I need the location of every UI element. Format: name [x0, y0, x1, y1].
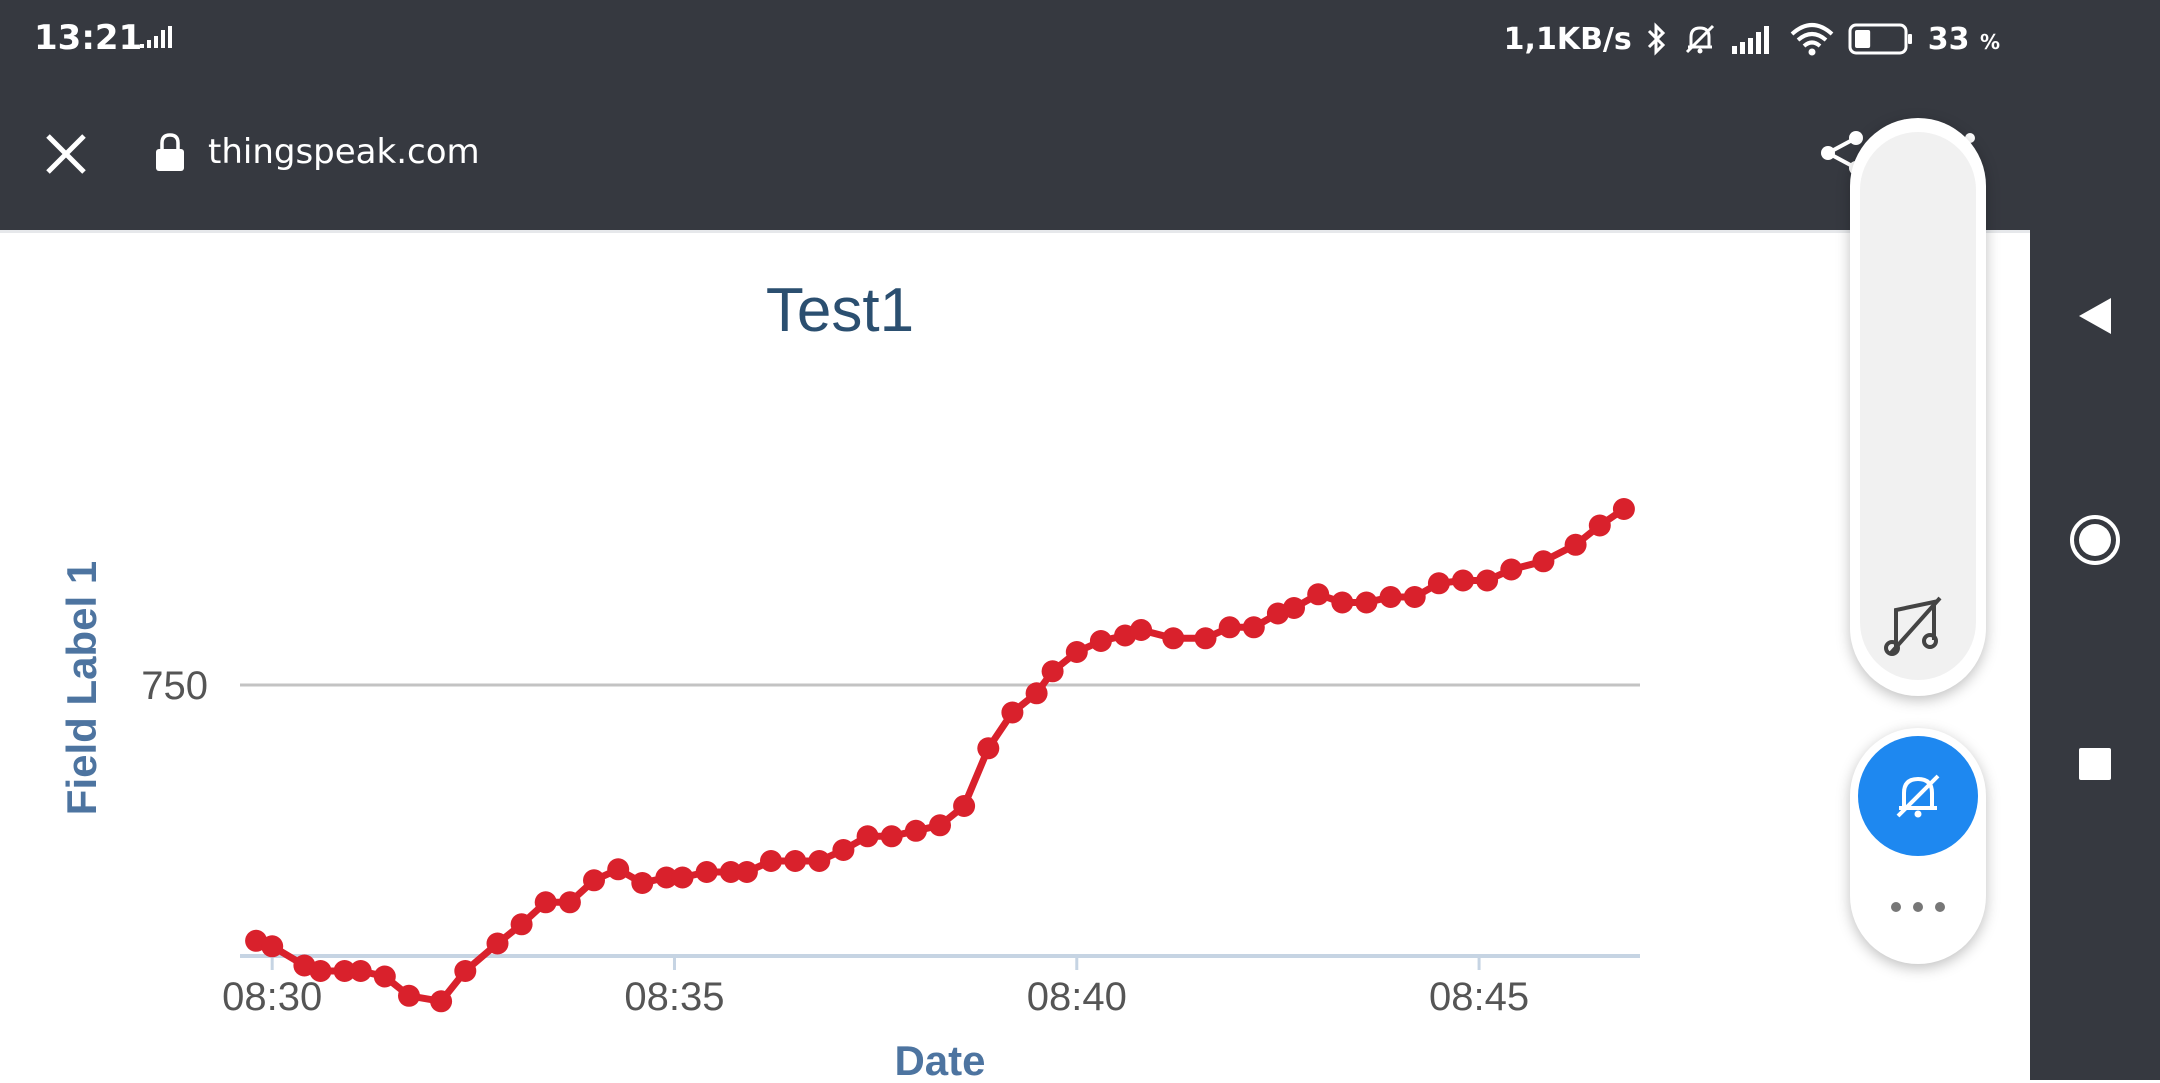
y-tick-label: 750	[141, 664, 208, 708]
data-point[interactable]	[261, 935, 284, 958]
more-horiz-icon[interactable]	[1884, 892, 1952, 922]
data-point[interactable]	[695, 861, 718, 883]
data-point[interactable]	[1194, 627, 1217, 650]
y-axis-label: Field Label 1	[58, 561, 105, 815]
data-point[interactable]	[398, 984, 420, 1007]
status-bar: 13:21 1,1KB/s	[0, 0, 2030, 80]
floating-panel	[1850, 118, 1986, 696]
data-point[interactable]	[1089, 630, 1112, 652]
data-point[interactable]	[607, 858, 630, 881]
data-point[interactable]	[1564, 533, 1587, 556]
data-point[interactable]	[953, 795, 976, 817]
data-point[interactable]	[309, 960, 332, 982]
back-triangle-icon	[2079, 298, 2111, 334]
battery-icon	[1848, 23, 1912, 55]
data-point[interactable]	[1162, 627, 1185, 650]
line-chart: Test1 Field Label 1 Date 750 08:30 08:35 0…	[58, 276, 1640, 1083]
x-tick-label: 08:40	[1027, 975, 1127, 1019]
data-point[interactable]	[631, 872, 654, 894]
data-point[interactable]	[486, 932, 509, 955]
music-off-icon[interactable]	[1878, 588, 1958, 668]
wifi-icon	[1790, 23, 1834, 56]
bell-off-icon	[1896, 774, 1940, 818]
data-point[interactable]	[977, 737, 1000, 760]
data-point[interactable]	[784, 850, 807, 872]
data-point[interactable]	[1476, 569, 1499, 592]
data-point[interactable]	[1532, 550, 1555, 573]
recents-square-icon	[2079, 748, 2111, 780]
close-button[interactable]	[38, 126, 94, 182]
url-text[interactable]: thingspeak.com	[208, 132, 480, 172]
status-time: 13:21	[34, 18, 143, 58]
data-point[interactable]	[880, 825, 903, 848]
data-point[interactable]	[1403, 586, 1426, 608]
data-point[interactable]	[1242, 616, 1265, 639]
close-icon	[46, 134, 86, 174]
data-point[interactable]	[1379, 586, 1402, 608]
data-point[interactable]	[929, 814, 951, 837]
x-tick-label: 08:45	[1429, 975, 1529, 1019]
network-speed: 1,1KB/s	[1503, 21, 1632, 57]
floating-panel-track	[1860, 132, 1976, 680]
data-point[interactable]	[558, 891, 581, 914]
data-point[interactable]	[1355, 591, 1378, 614]
data-point[interactable]	[1065, 641, 1088, 663]
data-point[interactable]	[333, 960, 356, 982]
series-line	[254, 506, 1626, 1005]
cellular-signal-icon	[1731, 26, 1769, 54]
data-point[interactable]	[1025, 682, 1048, 705]
data-point[interactable]	[832, 839, 855, 861]
bluetooth-icon	[1647, 22, 1665, 56]
data-point[interactable]	[1218, 616, 1241, 639]
notifications-off-icon	[1685, 24, 1714, 54]
data-point[interactable]	[904, 819, 927, 842]
data-point[interactable]	[1283, 597, 1305, 619]
data-point[interactable]	[1001, 701, 1024, 724]
data-point[interactable]	[1307, 583, 1330, 606]
data-point[interactable]	[1500, 558, 1523, 581]
x-tick-label: 08:30	[222, 975, 322, 1019]
battery-percentage-value: 33	[1927, 21, 1970, 57]
floating-controls	[1850, 728, 1986, 964]
nav-home-button[interactable]	[2030, 480, 2160, 600]
data-point[interactable]	[719, 861, 742, 883]
data-point[interactable]	[430, 990, 453, 1013]
data-point[interactable]	[856, 825, 879, 848]
lock-icon	[156, 133, 184, 171]
data-point[interactable]	[454, 960, 477, 982]
data-point[interactable]	[655, 866, 678, 889]
battery-percentage: 33 %	[1928, 22, 2000, 57]
nav-recents-button[interactable]	[2030, 704, 2160, 824]
system-nav-bar	[2030, 0, 2160, 1080]
data-point[interactable]	[1612, 498, 1635, 520]
data-point[interactable]	[1427, 572, 1450, 595]
battery-percentage-unit: %	[1979, 29, 2000, 54]
activity-meter-icon	[140, 26, 172, 48]
x-axis-label: Date	[894, 1037, 985, 1083]
data-point[interactable]	[1130, 619, 1153, 641]
mute-notifications-button[interactable]	[1858, 736, 1978, 856]
data-point[interactable]	[671, 866, 694, 889]
data-point[interactable]	[373, 965, 396, 988]
chart-title: Test1	[766, 276, 914, 345]
browser-toolbar: thingspeak.com	[0, 80, 2030, 230]
data-point[interactable]	[534, 891, 557, 914]
page-content: Test1 Field Label 1 Date 750 08:30 08:35 0…	[0, 230, 2030, 1083]
x-tick-label: 08:35	[624, 975, 724, 1019]
data-point[interactable]	[1331, 591, 1354, 614]
data-point[interactable]	[760, 850, 782, 872]
data-point[interactable]	[1588, 514, 1611, 537]
data-point[interactable]	[1041, 660, 1064, 683]
home-circle-icon	[2070, 515, 2120, 565]
data-point[interactable]	[1452, 569, 1474, 592]
data-point[interactable]	[808, 850, 831, 872]
data-point[interactable]	[735, 861, 758, 883]
data-point[interactable]	[583, 869, 605, 892]
nav-back-button[interactable]	[2030, 256, 2160, 376]
data-point[interactable]	[510, 913, 533, 936]
data-point[interactable]	[349, 960, 372, 982]
status-icons: 1,1KB/s 33 %	[1504, 16, 2000, 62]
